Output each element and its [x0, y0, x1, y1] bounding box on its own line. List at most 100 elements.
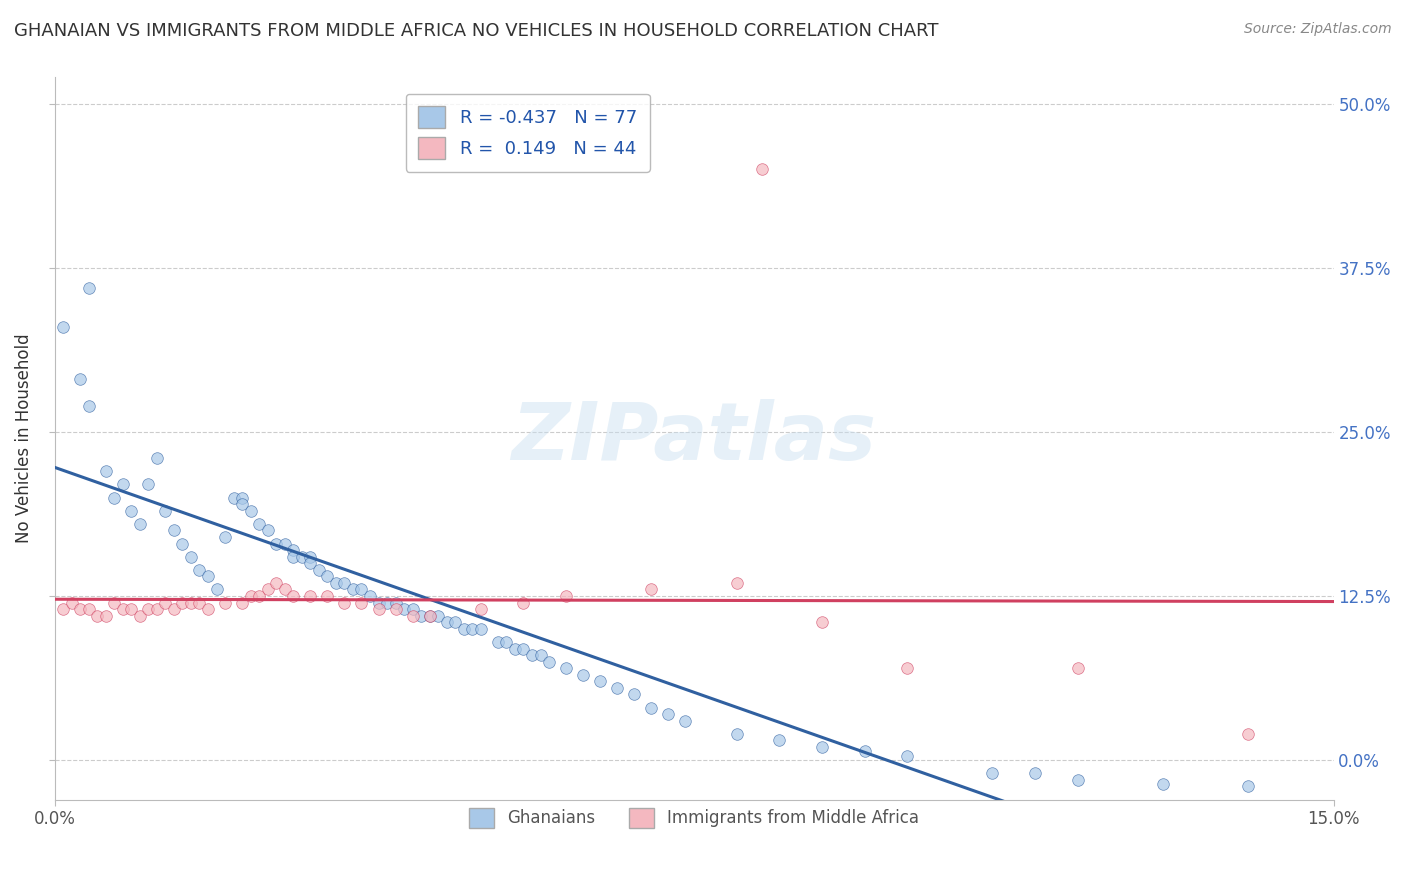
Point [239, 589, 262, 603]
Point [111, 477, 134, 491]
Point [325, 575, 347, 590]
Point [512, 641, 534, 656]
Text: ZIPatlas: ZIPatlas [512, 400, 876, 477]
Point [103, 596, 125, 610]
Point [60, 596, 83, 610]
Point [375, 596, 398, 610]
Point [427, 608, 450, 623]
Point [401, 608, 423, 623]
Point [120, 602, 142, 616]
Point [247, 516, 270, 531]
Point [768, 733, 790, 747]
Point [486, 635, 509, 649]
Point [136, 602, 159, 616]
Point [172, 536, 194, 550]
Point [256, 582, 278, 597]
Point [453, 622, 475, 636]
Point [214, 530, 236, 544]
Y-axis label: No Vehicles in Household: No Vehicles in Household [15, 334, 32, 543]
Point [283, 543, 305, 558]
Point [367, 596, 389, 610]
Point [725, 727, 748, 741]
Point [111, 602, 134, 616]
Point [274, 582, 297, 597]
Point [52, 602, 75, 616]
Point [128, 608, 150, 623]
Point [155, 504, 177, 518]
Point [436, 615, 458, 630]
Point [725, 575, 748, 590]
Point [283, 589, 305, 603]
Point [94, 464, 117, 478]
Point [342, 582, 364, 597]
Point [52, 319, 75, 334]
Point [657, 707, 679, 722]
Point [205, 582, 228, 597]
Point [675, 714, 697, 728]
Point [197, 569, 219, 583]
Point [69, 602, 91, 616]
Point [180, 596, 202, 610]
Point [172, 596, 194, 610]
Point [247, 589, 270, 603]
Point [231, 491, 253, 505]
Point [291, 549, 314, 564]
Point [94, 608, 117, 623]
Point [896, 749, 918, 764]
Point [640, 582, 662, 597]
Point [163, 602, 186, 616]
Legend: Ghanaians, Immigrants from Middle Africa: Ghanaians, Immigrants from Middle Africa [463, 801, 925, 835]
Point [231, 596, 253, 610]
Point [461, 622, 484, 636]
Point [350, 596, 373, 610]
Point [606, 681, 628, 695]
Point [470, 602, 492, 616]
Point [103, 491, 125, 505]
Point [299, 589, 322, 603]
Point [640, 700, 662, 714]
Point [503, 641, 526, 656]
Point [155, 596, 177, 610]
Point [299, 549, 322, 564]
Point [1067, 661, 1090, 675]
Point [239, 504, 262, 518]
Point [853, 744, 876, 758]
Point [77, 280, 100, 294]
Point [1024, 766, 1046, 780]
Text: Source: ZipAtlas.com: Source: ZipAtlas.com [1244, 22, 1392, 37]
Point [981, 766, 1004, 780]
Point [1237, 727, 1260, 741]
Point [264, 575, 287, 590]
Point [1152, 777, 1174, 791]
Point [333, 575, 356, 590]
Point [316, 569, 339, 583]
Point [811, 739, 834, 754]
Point [751, 162, 773, 177]
Point [136, 477, 159, 491]
Point [572, 668, 595, 682]
Point [384, 602, 406, 616]
Point [419, 608, 441, 623]
Point [529, 648, 551, 662]
Point [188, 596, 211, 610]
Point [359, 589, 381, 603]
Point [128, 516, 150, 531]
Point [214, 596, 236, 610]
Point [444, 615, 467, 630]
Point [299, 556, 322, 570]
Point [180, 549, 202, 564]
Point [350, 582, 373, 597]
Point [120, 504, 142, 518]
Point [274, 536, 297, 550]
Point [419, 608, 441, 623]
Point [69, 372, 91, 386]
Text: GHANAIAN VS IMMIGRANTS FROM MIDDLE AFRICA NO VEHICLES IN HOUSEHOLD CORRELATION C: GHANAIAN VS IMMIGRANTS FROM MIDDLE AFRIC… [14, 22, 939, 40]
Point [1237, 780, 1260, 794]
Point [538, 655, 561, 669]
Point [401, 602, 423, 616]
Point [623, 688, 645, 702]
Point [333, 596, 356, 610]
Point [163, 524, 186, 538]
Point [589, 674, 612, 689]
Point [231, 497, 253, 511]
